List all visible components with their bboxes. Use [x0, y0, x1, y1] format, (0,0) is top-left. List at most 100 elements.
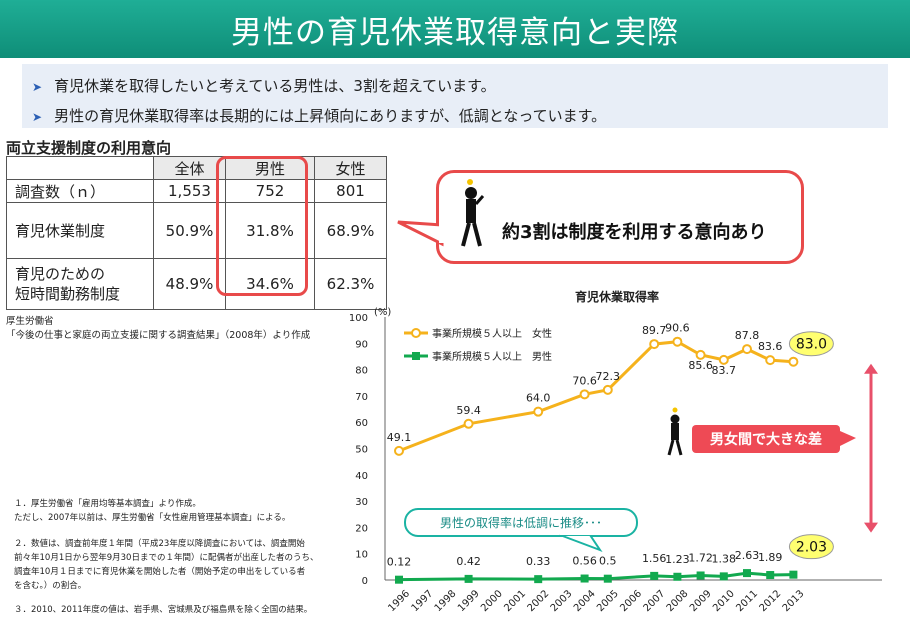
- female-data-point: [718, 354, 729, 365]
- note-line: 前々年10月1日から翌年9月30日までの１年間）に配偶者が出産した者のうち、: [14, 553, 319, 563]
- source-text: 「今後の仕事と家庭の両立支援に関する調査結果」（2008年）より作成: [6, 330, 311, 341]
- note-line: ３．2010、2011年度の値は、岩手県、宮城県及び福島県を除く全国の結果。: [14, 605, 313, 615]
- table-row: 育児休業制度 50.9% 31.8% 68.9%: [6, 202, 387, 259]
- x-tick-label: 1998: [433, 588, 459, 614]
- male-data-label: 0.33: [526, 555, 551, 568]
- y-tick-label: 40: [355, 471, 368, 482]
- table-row: 調査数（ｎ） 1,553 752 801: [6, 179, 387, 203]
- female-data-point: [602, 384, 613, 395]
- y-axis-label: (%): [374, 307, 391, 318]
- male-data-point: [789, 570, 798, 579]
- y-tick-label: 60: [355, 418, 368, 429]
- table-header-row: 全体 男性 女性: [6, 156, 387, 180]
- speech-callout: [436, 170, 804, 264]
- y-tick-label: 70: [355, 392, 368, 403]
- x-tick-label: 2007: [642, 588, 668, 614]
- callout-text: 約3割は制度を利用する意向あり: [502, 222, 767, 243]
- female-data-point: [672, 336, 683, 347]
- female-data-label: 64.0: [526, 392, 551, 405]
- gap-callout-tail: [840, 431, 856, 446]
- male-data-point: [766, 571, 775, 580]
- arrow-icon: ➤: [32, 110, 43, 124]
- female-data-label: 87.8: [735, 329, 760, 342]
- x-tick-label: 1996: [386, 588, 412, 614]
- note-line: ２．数値は、調査前年度１年間（平成23年度以降調査においては、調査開始: [14, 539, 305, 549]
- source-org: 厚生労働省: [6, 316, 54, 327]
- legend-female-label: 事業所規模５人以上 女性: [432, 327, 552, 340]
- female-data-point: [788, 356, 799, 367]
- female-data-label: 72.3: [596, 370, 621, 383]
- page-title: 男性の育児休業取得意向と実際: [0, 0, 910, 58]
- note-line: を含む。）の割合。: [14, 581, 87, 591]
- x-tick-label: 2000: [479, 588, 505, 614]
- female-data-point: [533, 406, 544, 417]
- female-data-label: 90.6: [665, 322, 690, 335]
- x-tick-label: 2006: [618, 588, 644, 614]
- legend-female-marker: [411, 328, 421, 338]
- male-note-callout-tail: [559, 534, 603, 553]
- male-data-label: 2.63: [735, 549, 760, 562]
- female-data-label: 89.7: [642, 324, 667, 337]
- male-data-label: 1.72: [688, 551, 713, 564]
- y-tick-label: 50: [355, 445, 368, 456]
- series-line-male: [398, 571, 794, 582]
- y-tick-label: 90: [355, 339, 368, 350]
- male-data-point: [650, 571, 659, 580]
- male-data-label: 0.12: [387, 556, 412, 569]
- y-tick-label: 100: [349, 313, 368, 324]
- note-line: ただし、2007年以前は、厚生労働省「女性雇用管理基本調査」による。: [14, 513, 291, 523]
- table-title: 両立支援制度の利用意向: [6, 139, 172, 157]
- x-tick-label: 2001: [502, 588, 528, 614]
- male-data-label: 0.5: [599, 555, 617, 568]
- female-data-point: [742, 344, 752, 355]
- male-note-callout-box: [404, 508, 638, 537]
- female-last-value: 83.0: [796, 337, 827, 353]
- male-data-label: 0.42: [456, 555, 481, 568]
- x-tick-label: 2010: [711, 588, 737, 614]
- col-header-female: 女性: [314, 156, 387, 180]
- y-tick-label: 20: [355, 523, 368, 534]
- male-data-label: 1.89: [758, 551, 783, 564]
- x-tick-label: 2004: [572, 588, 598, 614]
- male-data-point: [696, 571, 705, 580]
- male-data-point: [719, 572, 728, 581]
- gap-arrow-head-bottom: [864, 522, 878, 533]
- female-data-label: 83.6: [758, 340, 783, 353]
- female-data-point: [394, 445, 404, 456]
- male-last-value: 2.03: [796, 540, 827, 556]
- male-data-label: 0.56: [572, 555, 597, 568]
- bullet-item: ➤ 男性の育児休業取得率は長期的には上昇傾向にありますが、低調となっています。: [32, 107, 607, 125]
- male-data-point: [603, 574, 612, 583]
- male-data-point: [464, 574, 473, 583]
- summary-bullets: ➤ 育児休業を取得したいと考えている男性は、3割を超えています。 ➤ 男性の育児休業…: [22, 64, 888, 128]
- x-tick-label: 2003: [549, 588, 575, 614]
- female-data-label: 70.6: [572, 374, 597, 387]
- gap-callout-box: [692, 425, 840, 453]
- note-line: 調査年10月１日までに育児休業を開始した者（開始予定の申出をしている者: [14, 567, 306, 577]
- arrow-icon: ➤: [32, 80, 43, 94]
- male-data-point: [580, 574, 589, 583]
- female-data-point: [579, 389, 590, 400]
- thinking-person-icon: [667, 407, 683, 456]
- x-tick-label: 2009: [688, 588, 714, 614]
- note-line: １．厚生労働省「雇用均等基本調査」より作成。: [14, 499, 201, 509]
- legend-male-label: 事業所規模５人以上 男性: [432, 350, 552, 363]
- male-note-text: 男性の取得率は低調に推移･･･: [440, 515, 602, 530]
- male-data-point: [673, 572, 682, 581]
- female-data-point: [695, 349, 706, 360]
- male-data-point: [534, 575, 543, 584]
- male-last-value-badge: [788, 534, 834, 560]
- female-data-label: 83.7: [712, 364, 737, 377]
- x-tick-label: 2008: [665, 588, 691, 614]
- bullet-item: ➤ 育児休業を取得したいと考えている男性は、3割を超えています。: [32, 77, 496, 95]
- y-tick-label: 10: [355, 550, 368, 561]
- male-column-highlight: [216, 156, 308, 296]
- female-data-point: [463, 418, 474, 429]
- chart-title: 育児休業取得率: [575, 289, 659, 304]
- male-data-label: 1.23: [665, 553, 690, 566]
- female-data-point: [765, 355, 776, 366]
- x-tick-label: 2013: [781, 588, 807, 614]
- gap-callout-text: 男女間で大きな差: [710, 431, 822, 448]
- female-data-label: 85.6: [688, 359, 713, 372]
